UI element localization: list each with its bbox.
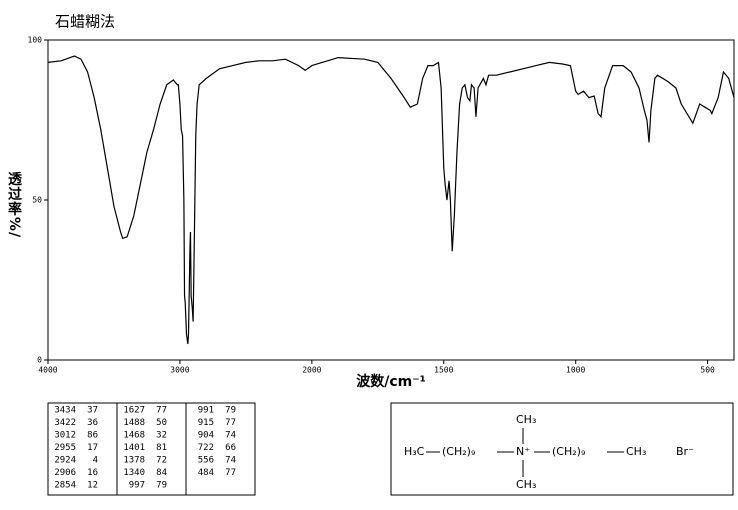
peak-wavenumber: 1401 xyxy=(123,443,145,453)
peak-wavenumber: 915 xyxy=(198,418,214,428)
group-label: CH₃ xyxy=(516,478,536,491)
peak-wavenumber: 3434 xyxy=(54,406,76,416)
chart-title: 石蜡糊法 xyxy=(55,13,115,31)
peak-transmittance: 77 xyxy=(225,468,236,478)
peak-wavenumber: 3012 xyxy=(54,431,76,441)
peak-transmittance: 77 xyxy=(156,406,167,416)
peak-wavenumber: 722 xyxy=(198,443,214,453)
peak-wavenumber: 2924 xyxy=(54,456,76,466)
x-tick-label: 3000 xyxy=(170,366,189,375)
spectrum-line xyxy=(47,55,735,345)
peak-wavenumber: 904 xyxy=(198,431,214,441)
y-tick-label: 100 xyxy=(28,36,43,45)
peak-transmittance: 86 xyxy=(87,431,98,441)
structure: CH₃ H₃C (CH₂)₉ N⁺ (CH₂)₉ CH₃ CH₃ Br⁻ xyxy=(404,413,694,491)
x-tick-label: 2000 xyxy=(302,366,321,375)
peak-wavenumber: 1468 xyxy=(123,431,145,441)
group-label: (CH₂)₉ xyxy=(442,445,475,458)
y-tick-label: 50 xyxy=(32,196,42,205)
peak-transmittance: 81 xyxy=(156,443,167,453)
x-tick-label: 1500 xyxy=(434,366,453,375)
peak-transmittance: 72 xyxy=(156,456,167,466)
peak-wavenumber: 1340 xyxy=(123,468,145,478)
group-label: N⁺ xyxy=(516,445,530,458)
peak-transmittance: 84 xyxy=(156,468,167,478)
peak-transmittance: 74 xyxy=(225,431,236,441)
peak-wavenumber: 484 xyxy=(198,468,214,478)
y-axis-label: 透过率%/ xyxy=(6,172,22,238)
peak-transmittance: 17 xyxy=(87,443,98,453)
x-axis-label: 波数/cm⁻¹ xyxy=(356,373,426,390)
peak-wavenumber: 1627 xyxy=(123,406,145,416)
peak-transmittance: 4 xyxy=(93,456,98,466)
anion-label: Br⁻ xyxy=(676,445,694,458)
x-tick-label: 500 xyxy=(700,366,715,375)
peak-wavenumber: 1488 xyxy=(123,418,145,428)
peak-transmittance: 79 xyxy=(225,406,236,416)
plot-frame xyxy=(47,39,735,361)
group-label: CH₃ xyxy=(516,413,536,426)
peak-wavenumber: 2955 xyxy=(54,443,76,453)
peak-transmittance: 77 xyxy=(225,418,236,428)
peak-table-frame xyxy=(47,402,256,496)
peak-transmittance: 36 xyxy=(87,418,98,428)
peak-wavenumber: 991 xyxy=(198,406,214,416)
peak-transmittance: 16 xyxy=(87,468,98,478)
peak-transmittance: 50 xyxy=(156,418,167,428)
peak-transmittance: 66 xyxy=(225,443,236,453)
peak-transmittance: 74 xyxy=(225,456,236,466)
peak-transmittance: 79 xyxy=(156,481,167,491)
x-tick-label: 4000 xyxy=(38,366,57,375)
x-tick-label: 1000 xyxy=(566,366,585,375)
peak-wavenumber: 3422 xyxy=(54,418,76,428)
peak-wavenumber: 2854 xyxy=(54,481,76,491)
peak-transmittance: 32 xyxy=(156,431,167,441)
peak-wavenumber: 997 xyxy=(129,481,145,491)
peak-wavenumber: 556 xyxy=(198,456,214,466)
structure-frame xyxy=(390,402,734,496)
y-tick-label: 0 xyxy=(37,356,42,365)
group-label: CH₃ xyxy=(626,445,646,458)
peak-wavenumber: 2906 xyxy=(54,468,76,478)
group-label: H₃C xyxy=(404,445,425,458)
peak-transmittance: 37 xyxy=(87,406,98,416)
peak-wavenumber: 1378 xyxy=(123,456,145,466)
group-label: (CH₂)₉ xyxy=(552,445,585,458)
peak-transmittance: 12 xyxy=(87,481,98,491)
